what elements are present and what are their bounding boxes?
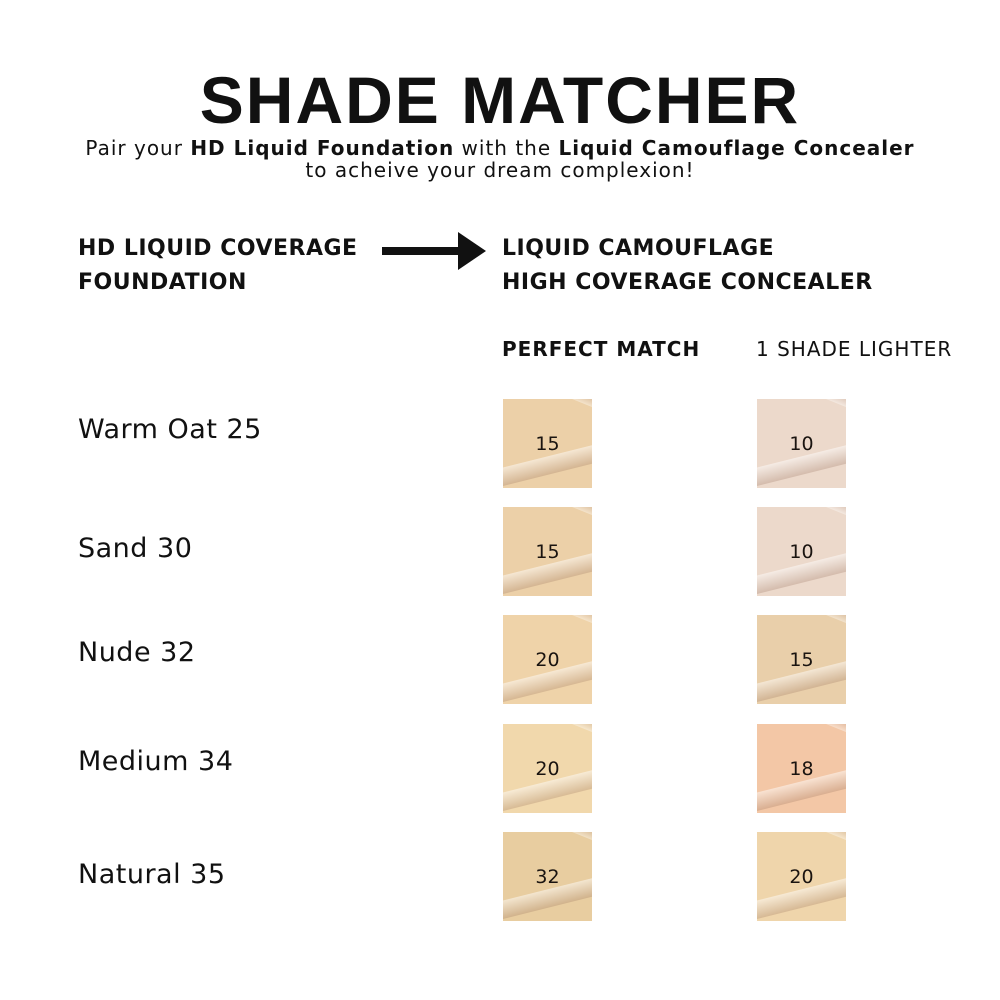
foundation-product-name: HD Liquid Foundation bbox=[190, 136, 455, 160]
foundation-shade-label: Medium 34 bbox=[78, 746, 234, 777]
lighter-shade-swatch: 10 bbox=[757, 399, 846, 488]
swatch-shade-number: 15 bbox=[789, 648, 814, 671]
concealer-header-line: LIQUID CAMOUFLAGE bbox=[502, 236, 775, 261]
lighter-shade-swatch: 10 bbox=[757, 507, 846, 596]
perfect-match-swatch: 15 bbox=[503, 399, 592, 488]
page-title: SHADE MATCHER bbox=[199, 63, 801, 137]
swatch-shade-number: 15 bbox=[535, 432, 560, 455]
concealer-header: LIQUID CAMOUFLAGE HIGH COVERAGE CONCEALE… bbox=[502, 232, 873, 300]
column-header-one-shade-lighter: 1 SHADE LIGHTER bbox=[756, 337, 953, 361]
swatch-shade-number: 20 bbox=[535, 648, 560, 671]
perfect-match-swatch: 32 bbox=[503, 832, 592, 921]
subtitle-text: Pair your bbox=[85, 136, 191, 160]
swatch-shade-number: 32 bbox=[535, 865, 560, 888]
swatch-shade-number: 15 bbox=[535, 540, 560, 563]
swatch-shade-number: 18 bbox=[789, 757, 814, 780]
foundation-header-line: FOUNDATION bbox=[78, 270, 247, 295]
subtitle-line-2: to acheive your dream complexion! bbox=[305, 158, 695, 182]
concealer-product-name: Liquid Camouflage Concealer bbox=[558, 136, 915, 160]
concealer-header-line: HIGH COVERAGE CONCEALER bbox=[502, 270, 873, 295]
swatch-shade-number: 20 bbox=[535, 757, 560, 780]
lighter-shade-swatch: 20 bbox=[757, 832, 846, 921]
swatch-shade-number: 20 bbox=[789, 865, 814, 888]
foundation-shade-label: Nude 32 bbox=[78, 637, 196, 668]
perfect-match-swatch: 20 bbox=[503, 724, 592, 813]
lighter-shade-swatch: 18 bbox=[757, 724, 846, 813]
perfect-match-swatch: 15 bbox=[503, 507, 592, 596]
foundation-shade-label: Warm Oat 25 bbox=[78, 414, 262, 445]
swatch-shade-number: 10 bbox=[789, 432, 814, 455]
lighter-shade-swatch: 15 bbox=[757, 615, 846, 704]
column-header-perfect-match: PERFECT MATCH bbox=[502, 337, 701, 361]
perfect-match-swatch: 20 bbox=[503, 615, 592, 704]
foundation-shade-label: Natural 35 bbox=[78, 859, 226, 890]
foundation-header-line: HD LIQUID COVERAGE bbox=[78, 236, 358, 261]
subtitle-text: with the bbox=[454, 136, 559, 160]
arrow-right-icon bbox=[382, 232, 486, 270]
swatch-shade-number: 10 bbox=[789, 540, 814, 563]
foundation-shade-label: Sand 30 bbox=[78, 533, 193, 564]
subtitle-line-1: Pair your HD Liquid Foundation with the … bbox=[0, 136, 1000, 160]
foundation-header: HD LIQUID COVERAGE FOUNDATION bbox=[78, 232, 358, 300]
